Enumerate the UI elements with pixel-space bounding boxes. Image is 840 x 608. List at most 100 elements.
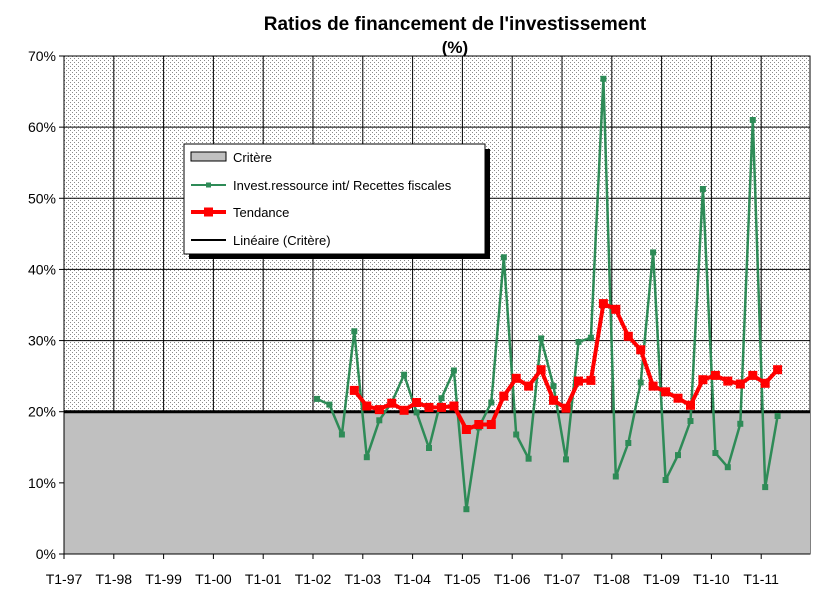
x-tick-label: T1-00 — [195, 571, 232, 587]
tendance-point — [424, 402, 434, 412]
invest-point — [463, 506, 470, 513]
x-tick-label: T1-03 — [345, 571, 382, 587]
tendance-point — [412, 398, 422, 407]
tendance-point — [474, 420, 484, 429]
invest-point — [774, 413, 781, 419]
tendance-point — [362, 401, 372, 411]
tendance-point — [349, 385, 359, 395]
invest-point — [587, 334, 594, 341]
x-tick-label: T1-07 — [544, 571, 581, 587]
invest-point — [401, 371, 408, 378]
legend-invest-label: Invest.ressource int/ Recettes fiscales — [233, 178, 452, 193]
y-tick-label: 0% — [36, 546, 56, 562]
tendance-point — [673, 393, 683, 403]
invest-point — [625, 440, 632, 446]
invest-point — [662, 477, 669, 483]
invest-point — [413, 409, 420, 416]
invest-point — [637, 379, 644, 386]
series-tendance — [349, 299, 783, 434]
tendance-point — [449, 401, 459, 411]
x-tick-label: T1-04 — [394, 571, 431, 587]
invest-point — [525, 455, 532, 462]
y-tick-label: 20% — [28, 404, 56, 420]
tendance-point — [374, 405, 384, 415]
tendance-point — [773, 365, 783, 375]
tendance-point — [623, 331, 633, 341]
legend-tendance-marker — [204, 207, 213, 217]
legend-tendance-label: Tendance — [233, 205, 289, 220]
legend-critere-label: Critère — [233, 150, 272, 165]
x-tick-label: T1-97 — [46, 571, 83, 587]
tendance-point — [735, 379, 745, 389]
invest-point — [600, 75, 607, 82]
tendance-point — [387, 398, 397, 408]
tendance-point — [549, 395, 558, 405]
tendance-point — [636, 345, 646, 355]
invest-line — [316, 77, 779, 511]
chart-title: Ratios de financement de l'investissemen… — [264, 14, 647, 35]
invest-point — [749, 117, 756, 123]
tendance-point — [437, 402, 446, 412]
invest-point — [687, 418, 694, 424]
invest-point — [338, 431, 345, 438]
y-axis-tick-labels: 0% 10% 20% 30% 40% 50% 60% 70% — [28, 48, 64, 562]
tendance-point — [561, 403, 571, 413]
tendance-point — [723, 376, 733, 386]
tendance-point — [499, 391, 509, 401]
tendance-point — [598, 299, 608, 309]
tendance-point — [486, 420, 496, 429]
tendance-point — [399, 405, 409, 415]
invest-point — [376, 417, 383, 424]
x-axis-tick-labels: T1-97 T1-98 T1-99 T1-00 T1-01 T1-02 T1-03 T1-04… — [46, 554, 779, 587]
invest-point — [450, 367, 457, 374]
invest-point — [762, 484, 769, 491]
critere-area — [64, 411, 810, 554]
y-tick-label: 40% — [28, 261, 56, 277]
tendance-point — [686, 400, 695, 410]
y-tick-label: 60% — [28, 119, 56, 135]
tendance-point — [760, 378, 770, 388]
invest-point — [575, 339, 582, 345]
tendance-point — [574, 376, 583, 386]
invest-point — [675, 452, 681, 459]
x-tick-label: T1-11 — [743, 571, 779, 587]
invest-point — [737, 420, 744, 427]
invest-point — [351, 328, 358, 335]
invest-point — [500, 254, 507, 261]
series-invest — [314, 75, 781, 513]
tendance-point — [748, 370, 758, 380]
invest-point — [488, 399, 495, 406]
legend-box — [183, 143, 486, 255]
legend-lineaire-label: Linéaire (Critère) — [233, 233, 331, 248]
tendance-point — [648, 381, 658, 391]
chart-subtitle: (%) — [442, 38, 468, 57]
x-tick-label: T1-09 — [643, 571, 680, 587]
invest-point — [699, 186, 706, 192]
x-tick-label: T1-99 — [145, 571, 182, 587]
invest-point — [513, 431, 520, 438]
x-tick-label: T1-98 — [96, 571, 133, 587]
tendance-point — [524, 381, 534, 391]
x-tick-label: T1-10 — [693, 571, 730, 587]
tendance-point — [461, 425, 471, 434]
invest-point — [724, 464, 731, 471]
x-tick-label: T1-06 — [494, 571, 531, 587]
invest-point — [326, 401, 333, 408]
invest-point — [314, 395, 320, 402]
invest-point — [712, 450, 719, 456]
tendance-point — [586, 375, 596, 385]
invest-point — [426, 445, 432, 451]
invest-point — [563, 456, 569, 463]
x-tick-label: T1-05 — [444, 571, 481, 587]
x-tick-label: T1-01 — [245, 571, 282, 587]
y-tick-label: 70% — [28, 48, 56, 64]
y-tick-label: 10% — [28, 475, 56, 491]
invest-point — [612, 473, 619, 480]
tendance-point — [536, 365, 546, 375]
y-tick-label: 30% — [28, 333, 56, 349]
tendance-point — [710, 370, 720, 380]
invest-point — [438, 395, 445, 402]
tendance-point — [611, 304, 621, 314]
